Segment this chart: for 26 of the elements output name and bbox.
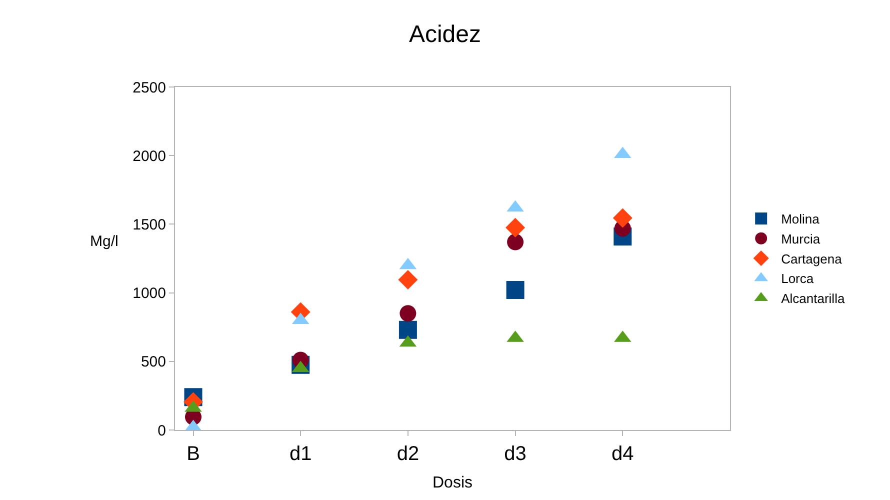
y-axis-title: Mg/l [90,233,118,250]
x-tick-label: d1 [289,443,312,465]
point [398,320,417,339]
y-tick-label: 2500 [132,79,166,96]
chart-title: Acidez [408,20,482,48]
legend-label: Alcantarilla [781,291,846,306]
x-tick-label: d3 [504,443,526,465]
point [400,305,416,322]
x-axis-title: Dosis [432,474,473,492]
y-tick-label: 1000 [132,285,166,302]
point [506,218,526,238]
x-tick-label: d2 [396,443,420,465]
point [507,234,524,250]
y-tick-label: 500 [140,354,166,371]
x-tick-label: B [186,443,200,465]
point [398,270,418,290]
y-tick-label: 0 [158,422,166,440]
legend-label: Molina [781,212,820,227]
point [612,208,632,228]
legend-label: Lorca [781,271,814,286]
legend-label: Murcia [781,231,821,246]
y-tick-label: 2000 [132,148,166,165]
point [506,281,524,300]
x-tick-label: d4 [612,443,634,465]
y-tick-label: 1500 [132,216,166,234]
legend-label: Cartagena [781,251,843,266]
